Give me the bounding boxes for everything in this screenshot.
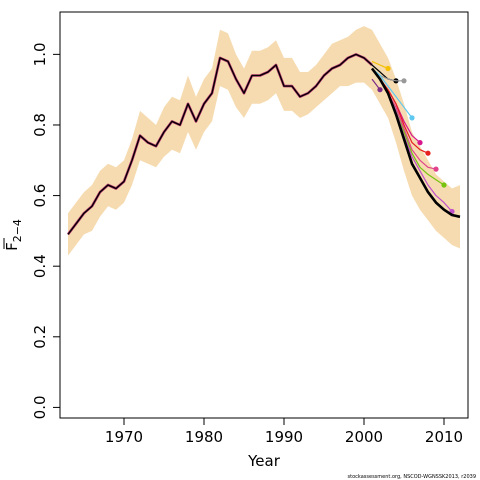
y-tick-label-1: 0.2: [31, 325, 49, 349]
y-axis-title-main: F2−4: [3, 219, 24, 251]
y-axis-title-symbol: F: [3, 242, 21, 251]
y-axis: 0.0 0.2 0.4 0.6 0.8 1.0: [31, 42, 60, 419]
series-endpoint-1: [377, 87, 383, 93]
x-tick-label-2000: 2000: [345, 428, 383, 446]
series-line-11: [370, 67, 461, 219]
series-endpoint-9: [441, 182, 447, 188]
plot-frame: [59, 11, 469, 419]
series-endpoint-8: [433, 166, 439, 172]
y-tick-label-5: 1.0: [31, 42, 49, 66]
x-axis-title: Year: [247, 452, 281, 470]
x-tick-label-1990: 1990: [265, 428, 303, 446]
y-tick-label-3: 0.6: [31, 184, 49, 208]
y-axis-title: F2−4: [3, 219, 24, 251]
y-tick-label-2: 0.4: [31, 254, 49, 278]
x-axis: 1970 1980 1990 2000 2010: [105, 418, 463, 446]
x-tick-label-2010: 2010: [425, 428, 463, 446]
series-line-5: [371, 68, 413, 119]
series-line-base: [67, 53, 373, 235]
series-endpoint-6: [417, 140, 423, 146]
y-axis-title-subscript: 2−4: [11, 219, 24, 242]
plot-area: [66, 26, 461, 256]
series-endpoint-2: [385, 65, 391, 72]
footer-credit: stockassessment.org, NSCOD-WGNSSK2013, r…: [348, 474, 476, 480]
series-endpoint-4: [401, 78, 407, 84]
x-tick-label-1980: 1980: [185, 428, 223, 446]
y-tick-label-0: 0.0: [31, 395, 49, 419]
series-endpoint-7: [425, 150, 431, 156]
series-endpoint-5: [409, 115, 415, 121]
series-line-2: [371, 60, 389, 70]
y-tick-label-4: 0.8: [31, 113, 49, 137]
x-tick-label-1970: 1970: [105, 428, 143, 446]
